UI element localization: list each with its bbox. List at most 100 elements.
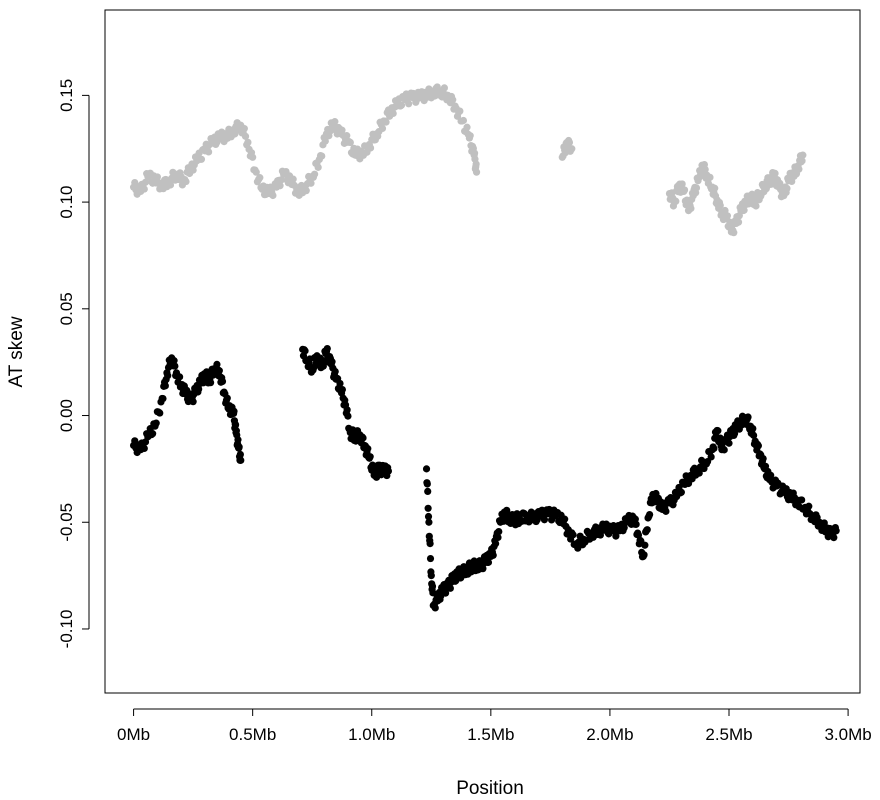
data-point	[328, 358, 336, 366]
data-point	[767, 471, 775, 479]
data-point	[153, 173, 161, 181]
data-point	[366, 144, 375, 152]
data-point	[277, 176, 285, 184]
data-point	[331, 367, 339, 376]
data-point	[711, 184, 719, 192]
data-point	[716, 201, 724, 209]
data-point	[307, 179, 315, 187]
data-point	[643, 526, 651, 534]
data-point	[832, 527, 840, 535]
data-point	[646, 510, 654, 519]
data-point	[164, 372, 172, 380]
data-point	[734, 218, 743, 226]
data-point	[424, 487, 432, 496]
data-point	[710, 444, 718, 453]
data-point	[213, 360, 221, 368]
data-point	[752, 202, 760, 210]
data-point	[687, 204, 695, 213]
data-point	[568, 145, 576, 153]
data-point	[830, 534, 838, 542]
data-point	[484, 558, 493, 566]
data-point	[241, 132, 250, 140]
data-point	[494, 533, 502, 542]
data-point	[234, 436, 242, 444]
y-tick-label: 0.05	[57, 292, 76, 325]
data-point	[740, 206, 748, 214]
data-point	[749, 424, 757, 433]
data-point	[231, 421, 240, 429]
data-point	[344, 412, 352, 420]
data-point	[366, 453, 374, 461]
data-point	[744, 413, 752, 421]
data-point	[701, 165, 709, 174]
data-point	[338, 385, 346, 394]
data-point	[197, 155, 206, 163]
data-point	[692, 184, 701, 192]
data-point	[805, 502, 813, 510]
data-point	[466, 132, 474, 140]
data-point	[641, 541, 649, 549]
data-point	[798, 496, 806, 504]
y-tick-label: -0.05	[57, 503, 76, 542]
y-axis: -0.10 -0.05 0.00 0.05 0.10 0.15	[57, 79, 90, 648]
data-point	[422, 465, 431, 473]
data-point	[240, 124, 248, 133]
data-point	[170, 357, 178, 365]
data-point	[301, 347, 309, 355]
data-point	[244, 138, 252, 146]
data-point	[725, 439, 733, 447]
data-point	[472, 168, 481, 176]
data-point	[680, 186, 689, 194]
data-point	[662, 507, 670, 515]
data-point	[256, 174, 264, 182]
data-point	[140, 444, 148, 453]
data-point	[795, 165, 803, 173]
data-point	[754, 442, 762, 450]
data-point	[206, 379, 215, 387]
data-point	[276, 182, 284, 190]
data-point	[730, 229, 738, 237]
data-point	[491, 539, 500, 548]
data-point	[384, 467, 393, 475]
data-point	[561, 515, 569, 523]
data-point	[319, 362, 327, 370]
series-0	[129, 83, 807, 237]
data-point	[459, 116, 468, 125]
data-point	[161, 382, 169, 390]
x-tick-label: 1.5Mb	[467, 725, 514, 744]
data-point	[569, 531, 577, 539]
data-point	[540, 516, 549, 524]
plot-frame	[104, 9, 861, 694]
data-point	[720, 446, 728, 454]
data-point	[389, 109, 397, 118]
y-tick-label: 0.10	[57, 186, 76, 219]
data-point	[176, 373, 184, 381]
data-point	[612, 532, 620, 540]
data-point	[771, 169, 779, 177]
data-point	[182, 177, 190, 186]
data-point	[707, 453, 715, 461]
x-tick-label: 2.5Mb	[705, 725, 752, 744]
data-point	[302, 187, 310, 195]
data-point	[678, 180, 686, 188]
data-point	[166, 181, 175, 189]
data-point	[463, 123, 471, 131]
data-point	[695, 469, 703, 477]
data-point	[446, 584, 454, 592]
data-point	[640, 551, 648, 559]
data-point	[156, 409, 164, 417]
data-point	[776, 179, 784, 188]
data-point	[141, 178, 150, 186]
data-point	[405, 100, 413, 108]
series-1	[129, 344, 840, 612]
data-point	[425, 518, 433, 526]
data-point	[427, 572, 435, 580]
data-point	[215, 367, 223, 375]
data-point	[798, 157, 806, 165]
data-point	[269, 191, 277, 200]
data-point	[140, 185, 148, 193]
data-point	[565, 138, 574, 147]
data-point	[314, 163, 322, 171]
data-point	[489, 551, 497, 559]
data-point	[230, 407, 238, 415]
